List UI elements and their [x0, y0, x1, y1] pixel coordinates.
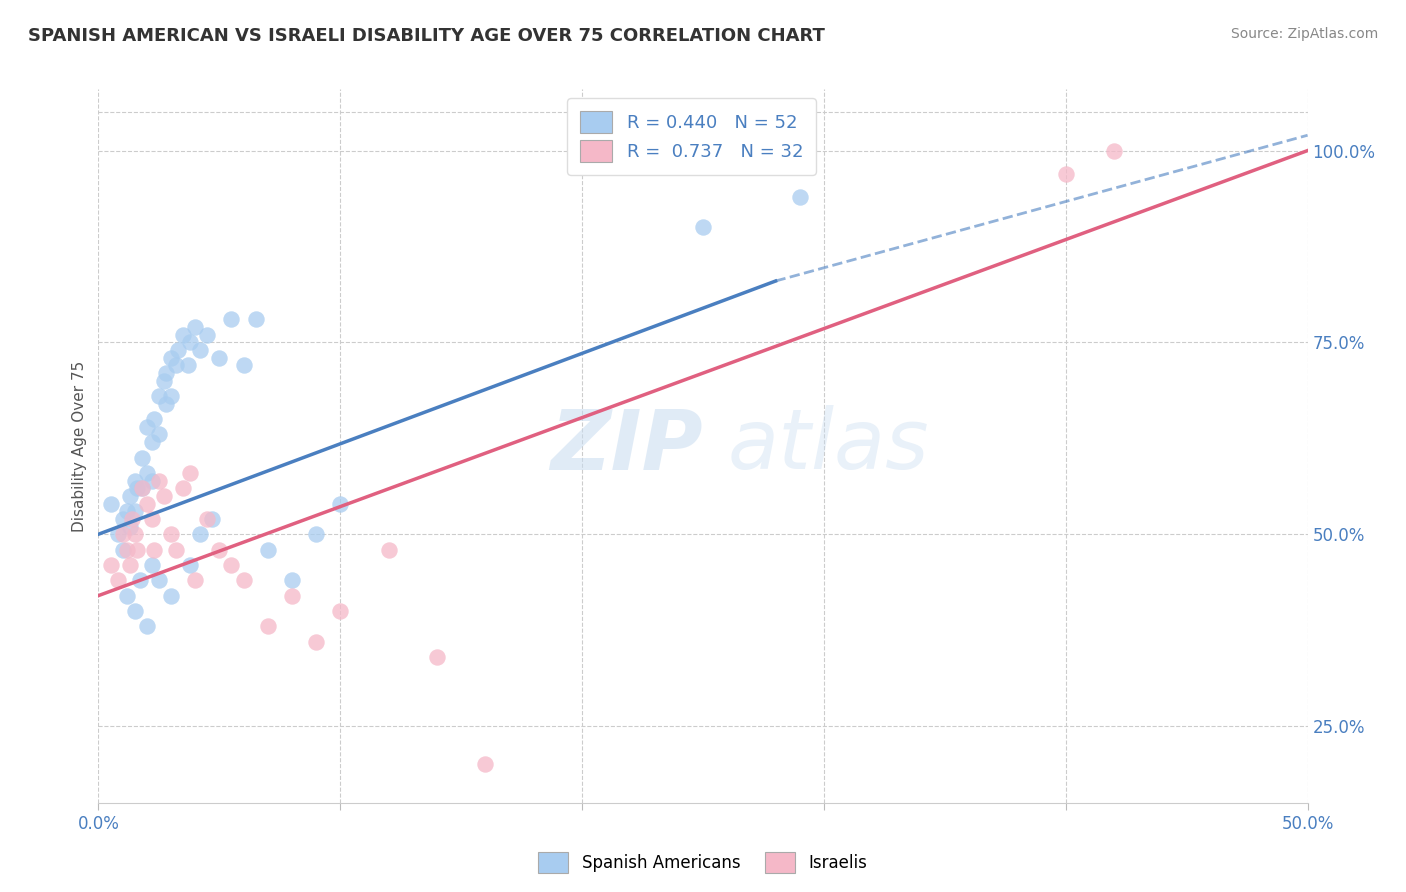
- Point: [117, 589, 139, 603]
- Point: [167, 343, 190, 357]
- Point: [160, 389, 183, 403]
- Point: [160, 527, 183, 541]
- Point: [329, 604, 352, 618]
- Point: [141, 558, 163, 572]
- Point: [184, 574, 207, 588]
- Text: atlas: atlas: [727, 406, 929, 486]
- Point: [201, 512, 224, 526]
- Point: [135, 619, 157, 633]
- Point: [221, 558, 243, 572]
- Point: [148, 574, 170, 588]
- Point: [179, 466, 201, 480]
- Point: [305, 634, 328, 648]
- Point: [474, 757, 496, 772]
- Point: [281, 574, 304, 588]
- Point: [135, 419, 157, 434]
- Point: [131, 450, 153, 465]
- Point: [135, 466, 157, 480]
- Point: [152, 374, 174, 388]
- Point: [329, 497, 352, 511]
- Point: [184, 320, 207, 334]
- Point: [208, 542, 231, 557]
- Point: [692, 220, 714, 235]
- Point: [172, 327, 194, 342]
- Point: [117, 542, 139, 557]
- Point: [188, 343, 211, 357]
- Text: ZIP: ZIP: [550, 406, 703, 486]
- Point: [128, 574, 150, 588]
- Point: [121, 512, 143, 526]
- Point: [305, 527, 328, 541]
- Point: [789, 189, 811, 203]
- Point: [111, 512, 134, 526]
- Point: [118, 558, 141, 572]
- Point: [141, 435, 163, 450]
- Point: [1102, 144, 1125, 158]
- Point: [124, 474, 146, 488]
- Point: [1054, 167, 1077, 181]
- Text: SPANISH AMERICAN VS ISRAELI DISABILITY AGE OVER 75 CORRELATION CHART: SPANISH AMERICAN VS ISRAELI DISABILITY A…: [28, 27, 825, 45]
- Point: [148, 474, 170, 488]
- Point: [221, 312, 243, 326]
- Point: [124, 604, 146, 618]
- Point: [143, 412, 166, 426]
- Legend: R = 0.440   N = 52, R =  0.737   N = 32: R = 0.440 N = 52, R = 0.737 N = 32: [567, 98, 815, 175]
- Point: [118, 489, 141, 503]
- Point: [179, 558, 201, 572]
- Point: [118, 519, 141, 533]
- Point: [256, 619, 278, 633]
- Point: [111, 527, 134, 541]
- Point: [127, 481, 149, 495]
- Point: [148, 389, 170, 403]
- Point: [124, 504, 146, 518]
- Point: [155, 397, 177, 411]
- Point: [177, 359, 200, 373]
- Point: [124, 527, 146, 541]
- Y-axis label: Disability Age Over 75: Disability Age Over 75: [72, 360, 87, 532]
- Legend: Spanish Americans, Israelis: Spanish Americans, Israelis: [531, 846, 875, 880]
- Point: [127, 542, 149, 557]
- Point: [117, 504, 139, 518]
- Point: [165, 359, 187, 373]
- Point: [143, 542, 166, 557]
- Point: [148, 427, 170, 442]
- Point: [165, 542, 187, 557]
- Point: [188, 527, 211, 541]
- Point: [141, 512, 163, 526]
- Point: [141, 474, 163, 488]
- Point: [152, 489, 174, 503]
- Point: [131, 481, 153, 495]
- Point: [131, 481, 153, 495]
- Point: [100, 497, 122, 511]
- Point: [100, 558, 122, 572]
- Point: [135, 497, 157, 511]
- Point: [232, 359, 254, 373]
- Point: [160, 351, 183, 365]
- Point: [179, 335, 201, 350]
- Point: [111, 542, 134, 557]
- Point: [107, 527, 129, 541]
- Point: [107, 574, 129, 588]
- Point: [172, 481, 194, 495]
- Point: [377, 542, 399, 557]
- Point: [195, 512, 218, 526]
- Point: [426, 650, 449, 665]
- Point: [256, 542, 278, 557]
- Point: [195, 327, 218, 342]
- Point: [208, 351, 231, 365]
- Point: [155, 366, 177, 380]
- Point: [245, 312, 267, 326]
- Point: [281, 589, 304, 603]
- Point: [232, 574, 254, 588]
- Point: [160, 589, 183, 603]
- Text: Source: ZipAtlas.com: Source: ZipAtlas.com: [1230, 27, 1378, 41]
